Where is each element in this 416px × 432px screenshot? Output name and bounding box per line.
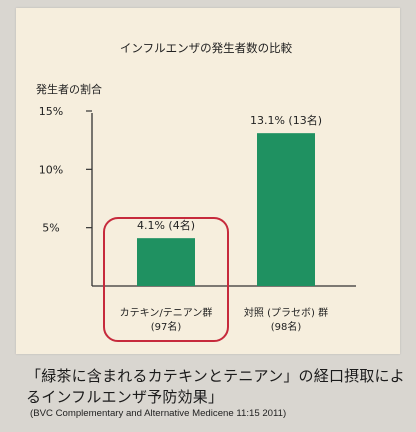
bar-0 bbox=[137, 238, 195, 286]
data-label-1: 13.1% (13名) bbox=[250, 113, 322, 127]
chart-panel: インフルエンザの発生者数の比較 発生者の割合 5% 10% 15% 4.1% (4名… bbox=[16, 8, 400, 354]
category-label-0-line-0: カテキン/テニアン群 bbox=[120, 306, 213, 319]
chart-title: インフルエンザの発生者数の比較 bbox=[120, 41, 293, 55]
bar-1 bbox=[257, 133, 315, 286]
chart: インフルエンザの発生者数の比較 発生者の割合 5% 10% 15% 4.1% (4名… bbox=[36, 41, 356, 342]
citation: (BVC Complementary and Alternative Medic… bbox=[30, 408, 287, 419]
caption: 「緑茶に含まれるカテキンとテニアン」の経口摂取によるインフルエンザ予防効果」 bbox=[26, 367, 405, 406]
y-tick-label: 5% bbox=[42, 222, 59, 235]
data-label-0: 4.1% (4名) bbox=[137, 218, 195, 232]
highlight-box bbox=[103, 217, 229, 342]
category-label-0-line-1: (97名) bbox=[151, 320, 182, 333]
y-tick-label: 15% bbox=[39, 105, 63, 118]
y-axis-label: 発生者の割合 bbox=[36, 82, 102, 96]
y-tick-label: 10% bbox=[39, 163, 63, 176]
category-label-1-line-1: (98名) bbox=[271, 320, 302, 333]
category-label-1-line-0: 対照 (プラセボ) 群 bbox=[244, 306, 328, 319]
